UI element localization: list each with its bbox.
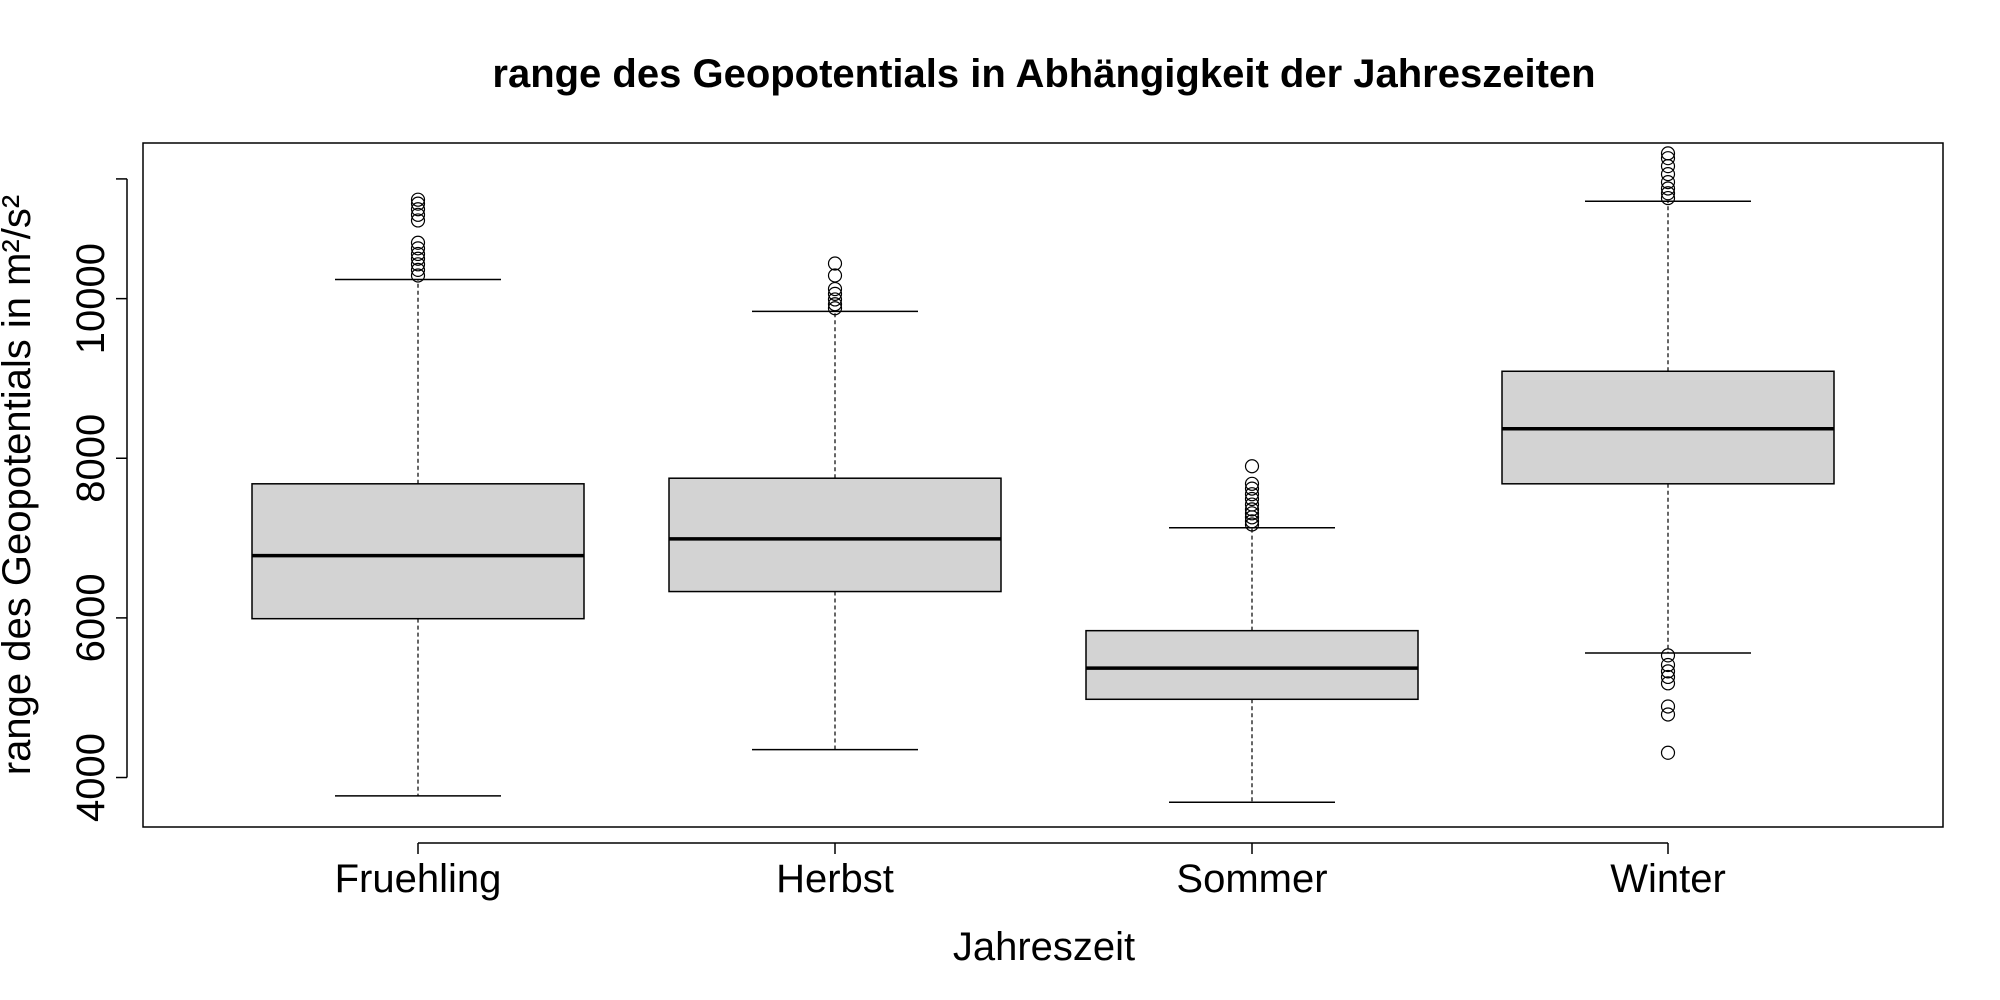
outlier-point: [410, 192, 426, 207]
plot-frame: [142, 142, 1944, 828]
outlier-point: [410, 202, 426, 217]
outlier-point: [410, 268, 426, 283]
outlier-point: [827, 301, 843, 316]
outlier-point: [410, 241, 426, 256]
outlier-point: [410, 235, 426, 250]
x-tick-label: Fruehling: [335, 857, 502, 901]
outlier-point: [1660, 676, 1676, 691]
outlier-point: [1244, 517, 1260, 532]
outlier-point: [1244, 497, 1260, 512]
outlier-point: [1660, 657, 1676, 673]
outlier-point: [410, 246, 426, 262]
outlier-point: [1660, 151, 1676, 166]
x-axis-label: Jahreszeit: [953, 925, 1135, 969]
outlier-point: [1660, 167, 1676, 182]
x-tick-label: Herbst: [776, 857, 894, 901]
outlier-point: [1660, 175, 1676, 190]
outlier-point: [1660, 664, 1676, 679]
outlier-point: [1244, 506, 1260, 521]
chart-title: range des Geopotentials in Abhängigkeit …: [492, 52, 1595, 96]
outlier-point: [1660, 159, 1676, 174]
outlier-point: [1244, 491, 1260, 507]
x-tick-label: Sommer: [1176, 857, 1327, 901]
outlier-point: [1660, 669, 1676, 685]
outlier-point: [827, 268, 843, 283]
outlier-point: [1660, 699, 1676, 714]
y-tick-label: 10000: [69, 243, 113, 354]
y-tick-label: 4000: [69, 733, 113, 822]
outlier-point: [410, 213, 426, 228]
y-tick-label: 6000: [69, 573, 113, 662]
outlier-point: [1244, 481, 1260, 496]
box-iqr: [1085, 629, 1419, 701]
outlier-point: [1660, 146, 1676, 161]
y-axis-label: range des Geopotentials in m²/s²: [0, 195, 39, 775]
y-tick-label: 8000: [69, 414, 113, 503]
plot-layer: 4000 6000 8000 10000 Fruehling Herbst Sommer Wi…: [69, 146, 1835, 901]
outlier-point: [1244, 476, 1260, 491]
outlier-point: [410, 251, 426, 266]
outlier-point: [827, 286, 843, 301]
outlier-point: [1244, 514, 1260, 529]
outlier-point: [1660, 648, 1676, 663]
outlier-point: [1244, 487, 1260, 502]
outlier-point: [1660, 707, 1676, 722]
outlier-point: [827, 297, 843, 312]
outlier-point: [1660, 186, 1676, 201]
outlier-point: [410, 196, 426, 211]
outlier-point: [1244, 502, 1260, 517]
outlier-point: [1244, 459, 1260, 474]
outlier-point: [410, 257, 426, 272]
outlier-point: [1660, 190, 1676, 206]
box-iqr: [251, 483, 585, 620]
box-iqr: [668, 477, 1002, 593]
outlier-point: [410, 262, 426, 278]
outlier-point: [1660, 745, 1676, 760]
outlier-point: [827, 256, 843, 271]
outlier-point: [827, 292, 843, 307]
outlier-point: [1660, 181, 1676, 196]
outlier-point: [410, 207, 426, 222]
x-tick-label: Winter: [1610, 857, 1726, 901]
